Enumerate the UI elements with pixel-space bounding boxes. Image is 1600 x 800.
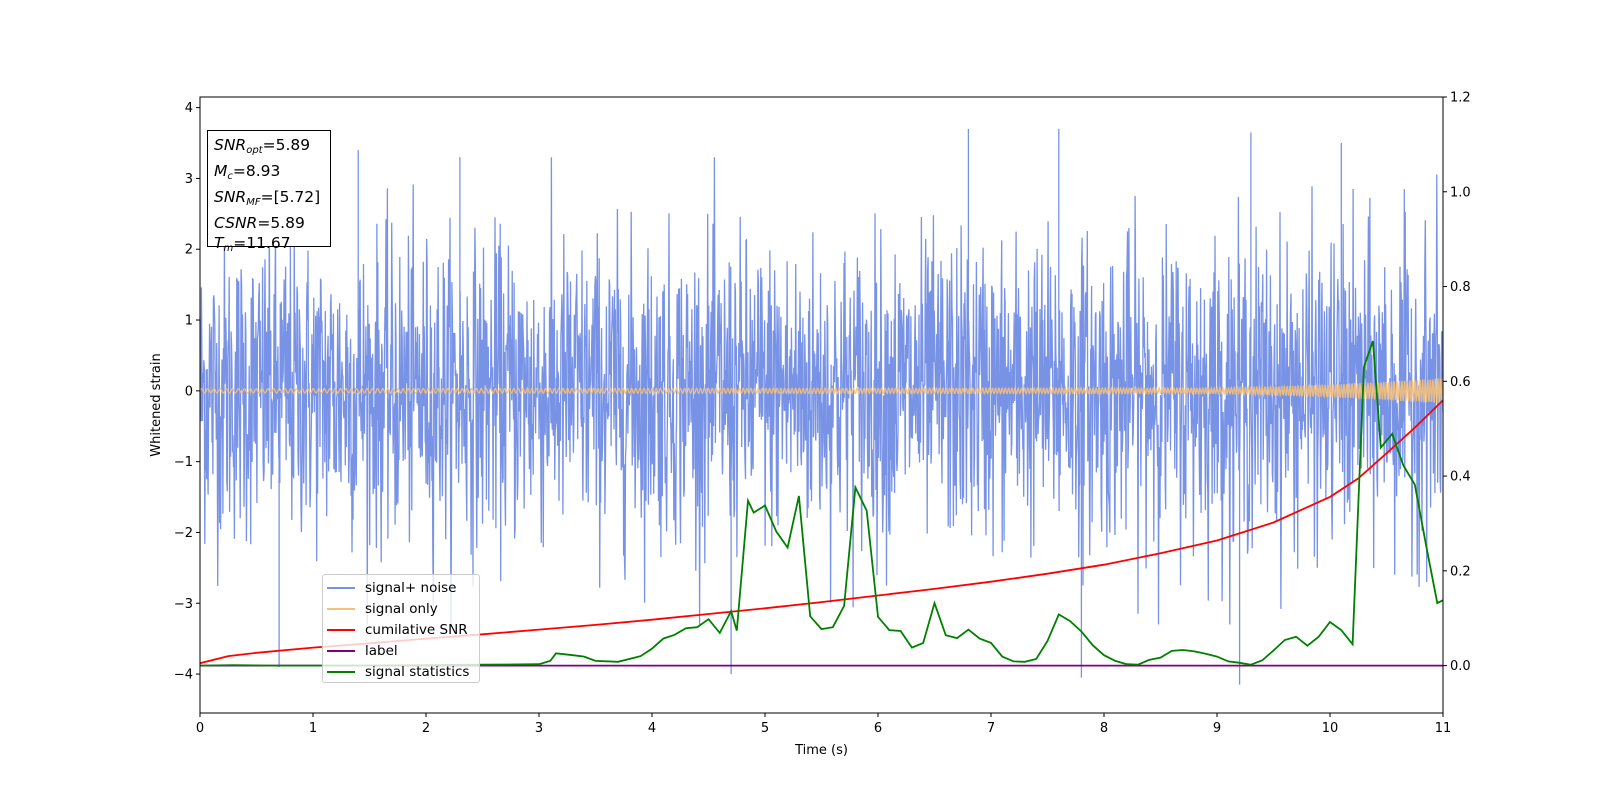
stat-csnr-name: CSNR — [214, 214, 258, 232]
legend-label: signal statistics — [365, 663, 470, 680]
legend-swatch — [327, 670, 355, 673]
x-tick-label: 8 — [1100, 721, 1108, 736]
x-tick-label: 11 — [1435, 721, 1452, 736]
legend-label: cumilative SNR — [365, 621, 468, 638]
series-signal-noise-line — [200, 157, 1443, 625]
stat-tm: Tm=11.67 — [214, 233, 330, 259]
x-tick-label: 0 — [196, 721, 204, 736]
legend-label: label — [365, 642, 398, 659]
y-left-tick-label: 3 — [185, 172, 193, 187]
x-tick-label: 3 — [535, 721, 543, 736]
stat-mc-sub: c — [227, 171, 233, 182]
y-left-tick-label: 2 — [185, 243, 193, 258]
x-tick-label: 6 — [874, 721, 882, 736]
stat-csnr-value: =5.89 — [257, 214, 305, 232]
legend-swatch — [327, 649, 355, 652]
y-right-tick-label: 0.6 — [1450, 375, 1471, 390]
legend-label: signal+ noise — [365, 580, 457, 597]
y-left-tick-label: −3 — [174, 597, 193, 612]
stat-snr-mf-sub: MF — [246, 197, 261, 208]
y-right-tick-label: 0.4 — [1450, 470, 1471, 485]
series-signal-statisticsline — [200, 340, 1443, 667]
x-axis-label: Time (s) — [794, 743, 848, 758]
y-left-tick-label: 0 — [185, 384, 193, 399]
stat-tm-sub: m — [223, 243, 234, 254]
stat-mc-name: M — [214, 162, 228, 180]
stat-tm-value: =11.67 — [233, 234, 291, 252]
x-tick-label: 1 — [309, 721, 317, 736]
stat-snr-opt: SNRopt=5.89 — [214, 135, 330, 161]
x-tick-label: 4 — [648, 721, 656, 736]
chart-legend: signal+ noise signal only cumilative SNR… — [322, 574, 480, 683]
y-left-tick-label: 1 — [185, 314, 193, 329]
stat-snr-opt-name: SNR — [214, 136, 247, 154]
y-right-tick-label: 0.0 — [1450, 659, 1471, 674]
stat-snr-mf-value: =[5.72] — [260, 188, 321, 206]
y-left-tick-label: −1 — [174, 455, 193, 470]
y-axis-label: Whitened strain — [149, 353, 164, 456]
legend-swatch — [327, 608, 355, 611]
legend-swatch — [327, 587, 355, 590]
y-left-tick-label: −4 — [174, 668, 193, 683]
legend-item-cumulative-snr: cumilative SNR — [327, 620, 479, 641]
stat-tm-name: T — [214, 234, 224, 252]
x-tick-label: 2 — [422, 721, 430, 736]
x-tick-label: 5 — [761, 721, 769, 736]
y-right-tick-label: 1.0 — [1450, 185, 1471, 200]
series-signal-only-line — [200, 378, 1443, 404]
y-right-tick-label: 0.8 — [1450, 280, 1471, 295]
y-right-tick-label: 0.2 — [1450, 564, 1471, 579]
stat-mc-value: =8.93 — [232, 162, 281, 180]
x-tick-label: 9 — [1213, 721, 1221, 736]
stat-snr-mf: SNRMF=[5.72] — [214, 187, 330, 213]
legend-item-signal-statistics: signal statistics — [327, 661, 479, 682]
legend-label: signal only — [365, 601, 438, 618]
x-tick-label: 7 — [987, 721, 995, 736]
legend-swatch — [327, 628, 355, 631]
stats-annotation-box: SNRopt=5.89 Mc=8.93 SNRMF=[5.72] CSNR=5.… — [207, 130, 331, 254]
stat-snr-opt-value: =5.89 — [262, 136, 311, 154]
stat-csnr: CSNR=5.89 — [214, 213, 330, 233]
x-tick-label: 10 — [1322, 721, 1339, 736]
legend-item-label: label — [327, 640, 479, 661]
stat-snr-mf-name: SNR — [214, 188, 247, 206]
legend-item-signal-only: signal only — [327, 599, 479, 620]
stat-snr-opt-sub: opt — [246, 145, 263, 156]
stat-mc: Mc=8.93 — [214, 161, 330, 187]
y-left-tick-label: 4 — [185, 101, 193, 116]
y-right-tick-label: 1.2 — [1450, 91, 1471, 106]
axes-frame — [199, 96, 1444, 714]
y-left-tick-label: −2 — [174, 526, 193, 541]
legend-item-signal-noise: signal+ noise — [327, 578, 479, 599]
